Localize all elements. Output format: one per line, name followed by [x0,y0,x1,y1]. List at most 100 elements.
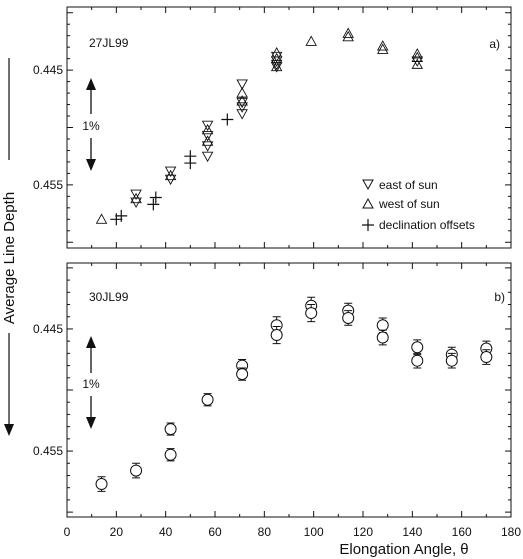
data-point-declination-offset [115,209,128,222]
x-tick-label: 40 [159,525,173,539]
legend-marker-plus [362,219,374,231]
x-tick-label: 160 [452,525,472,539]
panel-a-panel-label: a) [489,37,500,51]
panel-a-frame [66,6,512,249]
data-point-west-of-sun [236,95,248,106]
panel-a-ticks [66,7,512,248]
x-tick-label: 140 [402,525,422,539]
data-point-circle [270,329,283,342]
data-point-declination-offset [184,150,197,163]
data-point-west-of-sun [376,40,389,51]
y-tick-label: 0.445 [33,322,63,336]
ylabel-down-arrow [4,424,14,436]
panel-b-scale-label: 1% [82,377,100,391]
data-point-circle [480,351,493,364]
data-point-west-of-sun [305,35,317,46]
data-point-circle [445,354,458,367]
data-point-east-of-sun [201,120,214,132]
data-point-west-of-sun [130,192,142,204]
panel-a-scale-down-arrow [86,159,96,171]
data-point-declination-offset [149,191,162,204]
legend-marker-triangle-down [362,179,374,191]
data-point-declination-offset [147,198,160,211]
data-point-east-of-sun [164,166,177,178]
panel-b: 0.445 0.455 0 20 40 60 80 100 120 140 160 180 30JL… [33,262,522,539]
panel-a-ytick-labels: 0.445 0.455 [33,63,63,192]
panel-b-ticks [66,263,512,517]
x-tick-label: 80 [258,525,272,539]
data-point-circle [95,478,108,491]
x-axis-label: Elongation Angle, θ [339,541,468,558]
data-point-circle [130,464,143,477]
data-point-west-of-sun [376,43,389,54]
data-point-circle [376,331,389,344]
legend-label-east-of-sun: east of sun [379,178,438,192]
data-point-east-of-sun [236,109,248,120]
data-point-circle [201,393,214,406]
panel-a: 0.445 0.455 27JL99 a) 1% east of sun west… [33,6,512,249]
x-tick-label: 60 [208,525,222,539]
data-point-east-of-sun [201,151,214,163]
data-point-east-of-sun [270,59,283,71]
legend-item-east-of-sun: east of sun [362,178,438,192]
data-point-west-of-sun [270,46,283,58]
panel-b-xtick-labels: 0 20 40 60 80 100 120 140 160 180 [64,525,522,539]
data-point-west-of-sun [270,52,283,64]
panel-b-frame [66,262,512,518]
panel-a-scale-up-arrow [86,78,96,90]
panel-b-scale-up-arrow [86,336,96,348]
data-point-west-of-sun [342,30,354,42]
panel-b-ytick-labels: 0.445 0.455 [33,322,63,458]
y-tick-label: 0.445 [33,63,63,77]
x-tick-label: 20 [110,525,124,539]
data-point-east-of-sun [236,79,248,90]
panel-b-scale-indicator: 1% [82,336,100,429]
x-tick-label: 180 [501,525,521,539]
data-point-circle [411,354,424,367]
data-point-circle [236,368,249,381]
data-point-circle [164,423,177,436]
data-point-west-of-sun [201,135,214,146]
data-point-west-of-sun [236,87,248,98]
panel-a-date-label: 27JL99 [89,36,129,50]
data-point-west-of-sun [201,123,214,135]
panel-a-legend: east of sun west of sun declination offs… [362,178,475,232]
data-point-west-of-sun [95,213,108,224]
data-point-west-of-sun [270,60,283,72]
data-point-west-of-sun [342,27,354,38]
data-point-circle [305,307,318,320]
x-tick-label: 120 [353,525,373,539]
data-point-circle [411,341,424,354]
data-point-west-of-sun [164,169,177,181]
y-tick-label: 0.455 [33,444,63,458]
data-point-circle [164,448,177,461]
y-tick-label: 0.455 [33,178,63,192]
data-point-circle [376,319,389,332]
legend-item-declination-offsets: declination offsets [362,218,475,232]
ylabel-text: Average Line Depth [1,192,18,324]
data-point-east-of-sun [201,141,214,152]
panel-a-scale-indicator: 1% [82,78,100,171]
legend-label-west-of-sun: west of sun [378,197,440,211]
panel-b-marks [95,296,493,492]
panel-b-scale-down-arrow [86,417,96,429]
panel-a-marks [95,27,424,226]
data-point-declination-offset [221,113,234,126]
legend-item-west-of-sun: west of sun [362,197,440,211]
x-tick-label: 100 [304,525,324,539]
data-point-circle [342,311,355,324]
data-point-west-of-sun [411,58,424,69]
panel-a-scale-label: 1% [82,119,100,133]
panel-b-panel-label: b) [494,290,505,304]
legend-marker-triangle-up [362,197,374,209]
data-point-declination-offset [110,213,123,226]
data-point-west-of-sun [411,51,424,62]
legend-label-declination-offsets: declination offsets [379,218,475,232]
x-tick-label: 0 [64,525,71,539]
data-point-east-of-sun [201,131,214,142]
data-point-east-of-sun [236,102,248,113]
shared-ylabel: Average Line Depth [1,58,18,436]
data-point-west-of-sun [411,48,424,59]
data-point-east-of-sun [130,189,142,200]
